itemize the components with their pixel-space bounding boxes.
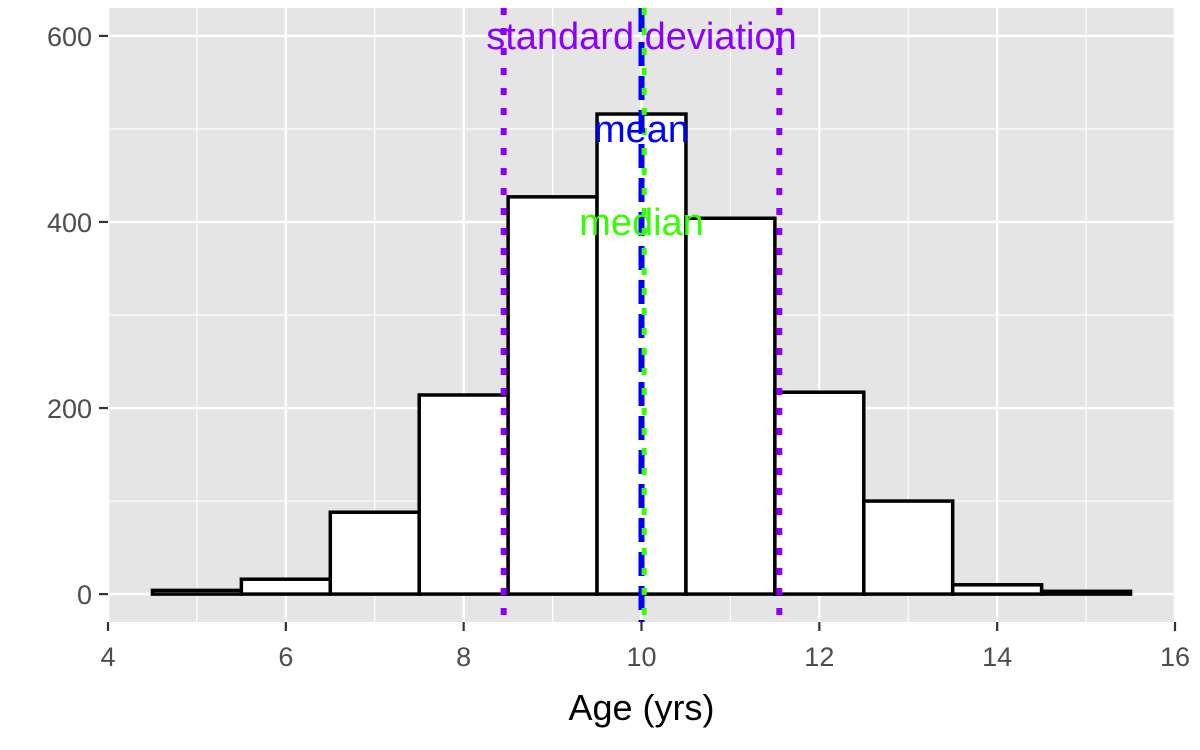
x-axis-title: Age (yrs) — [568, 687, 714, 728]
x-tick-label: 14 — [982, 642, 1012, 672]
histogram-bars — [150, 112, 1133, 596]
y-tick-label: 600 — [47, 22, 92, 52]
y-axis: 0 200 400 600 — [47, 22, 108, 610]
histogram-bar — [239, 577, 333, 596]
x-tick-label: 4 — [100, 642, 115, 672]
reference-lines — [500, 8, 783, 622]
histogram-bar — [862, 499, 955, 596]
y-tick-label: 400 — [47, 208, 92, 238]
histogram-bar — [773, 390, 866, 596]
x-tick-label: 8 — [456, 642, 471, 672]
histogram-bar — [506, 195, 599, 596]
x-tick-label: 16 — [1160, 642, 1190, 672]
y-tick-label: 0 — [77, 580, 92, 610]
histogram-bar — [417, 393, 510, 596]
histogram-bar — [950, 583, 1044, 596]
standard-deviation-label: standard deviation — [486, 16, 797, 58]
x-tick-label: 12 — [804, 642, 834, 672]
annotation-labels: standard deviation mean median — [486, 16, 797, 244]
mean-label: mean — [594, 109, 689, 151]
x-tick-label: 10 — [626, 642, 656, 672]
histogram-bar — [684, 216, 777, 596]
histogram-bar — [328, 510, 421, 596]
x-tick-label: 6 — [278, 642, 293, 672]
histogram-bar — [1039, 589, 1133, 596]
median-label: median — [579, 202, 704, 244]
x-axis: 4 6 8 10 12 14 16 — [100, 622, 1190, 672]
y-tick-label: 200 — [47, 394, 92, 424]
histogram-bar — [150, 588, 244, 596]
